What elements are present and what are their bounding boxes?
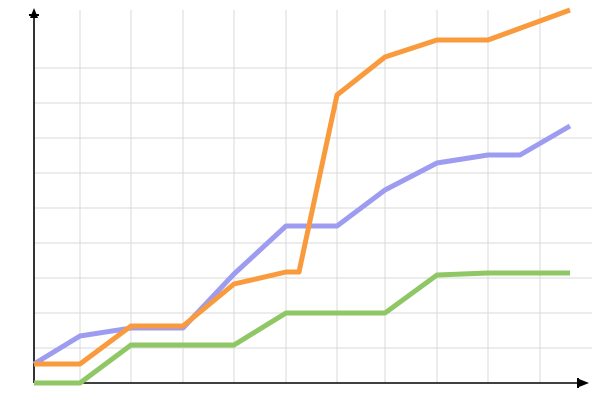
series-layer bbox=[32, 7, 572, 386]
series-line-orange bbox=[34, 7, 571, 367]
vertical-gridlines bbox=[79, 10, 541, 383]
x-axis bbox=[34, 378, 589, 388]
y-axis bbox=[29, 8, 39, 383]
series-line-green bbox=[34, 270, 570, 386]
series-line-purple bbox=[32, 123, 572, 367]
y-axis-arrow-icon bbox=[30, 8, 38, 18]
x-axis-arrow-icon bbox=[579, 379, 589, 387]
